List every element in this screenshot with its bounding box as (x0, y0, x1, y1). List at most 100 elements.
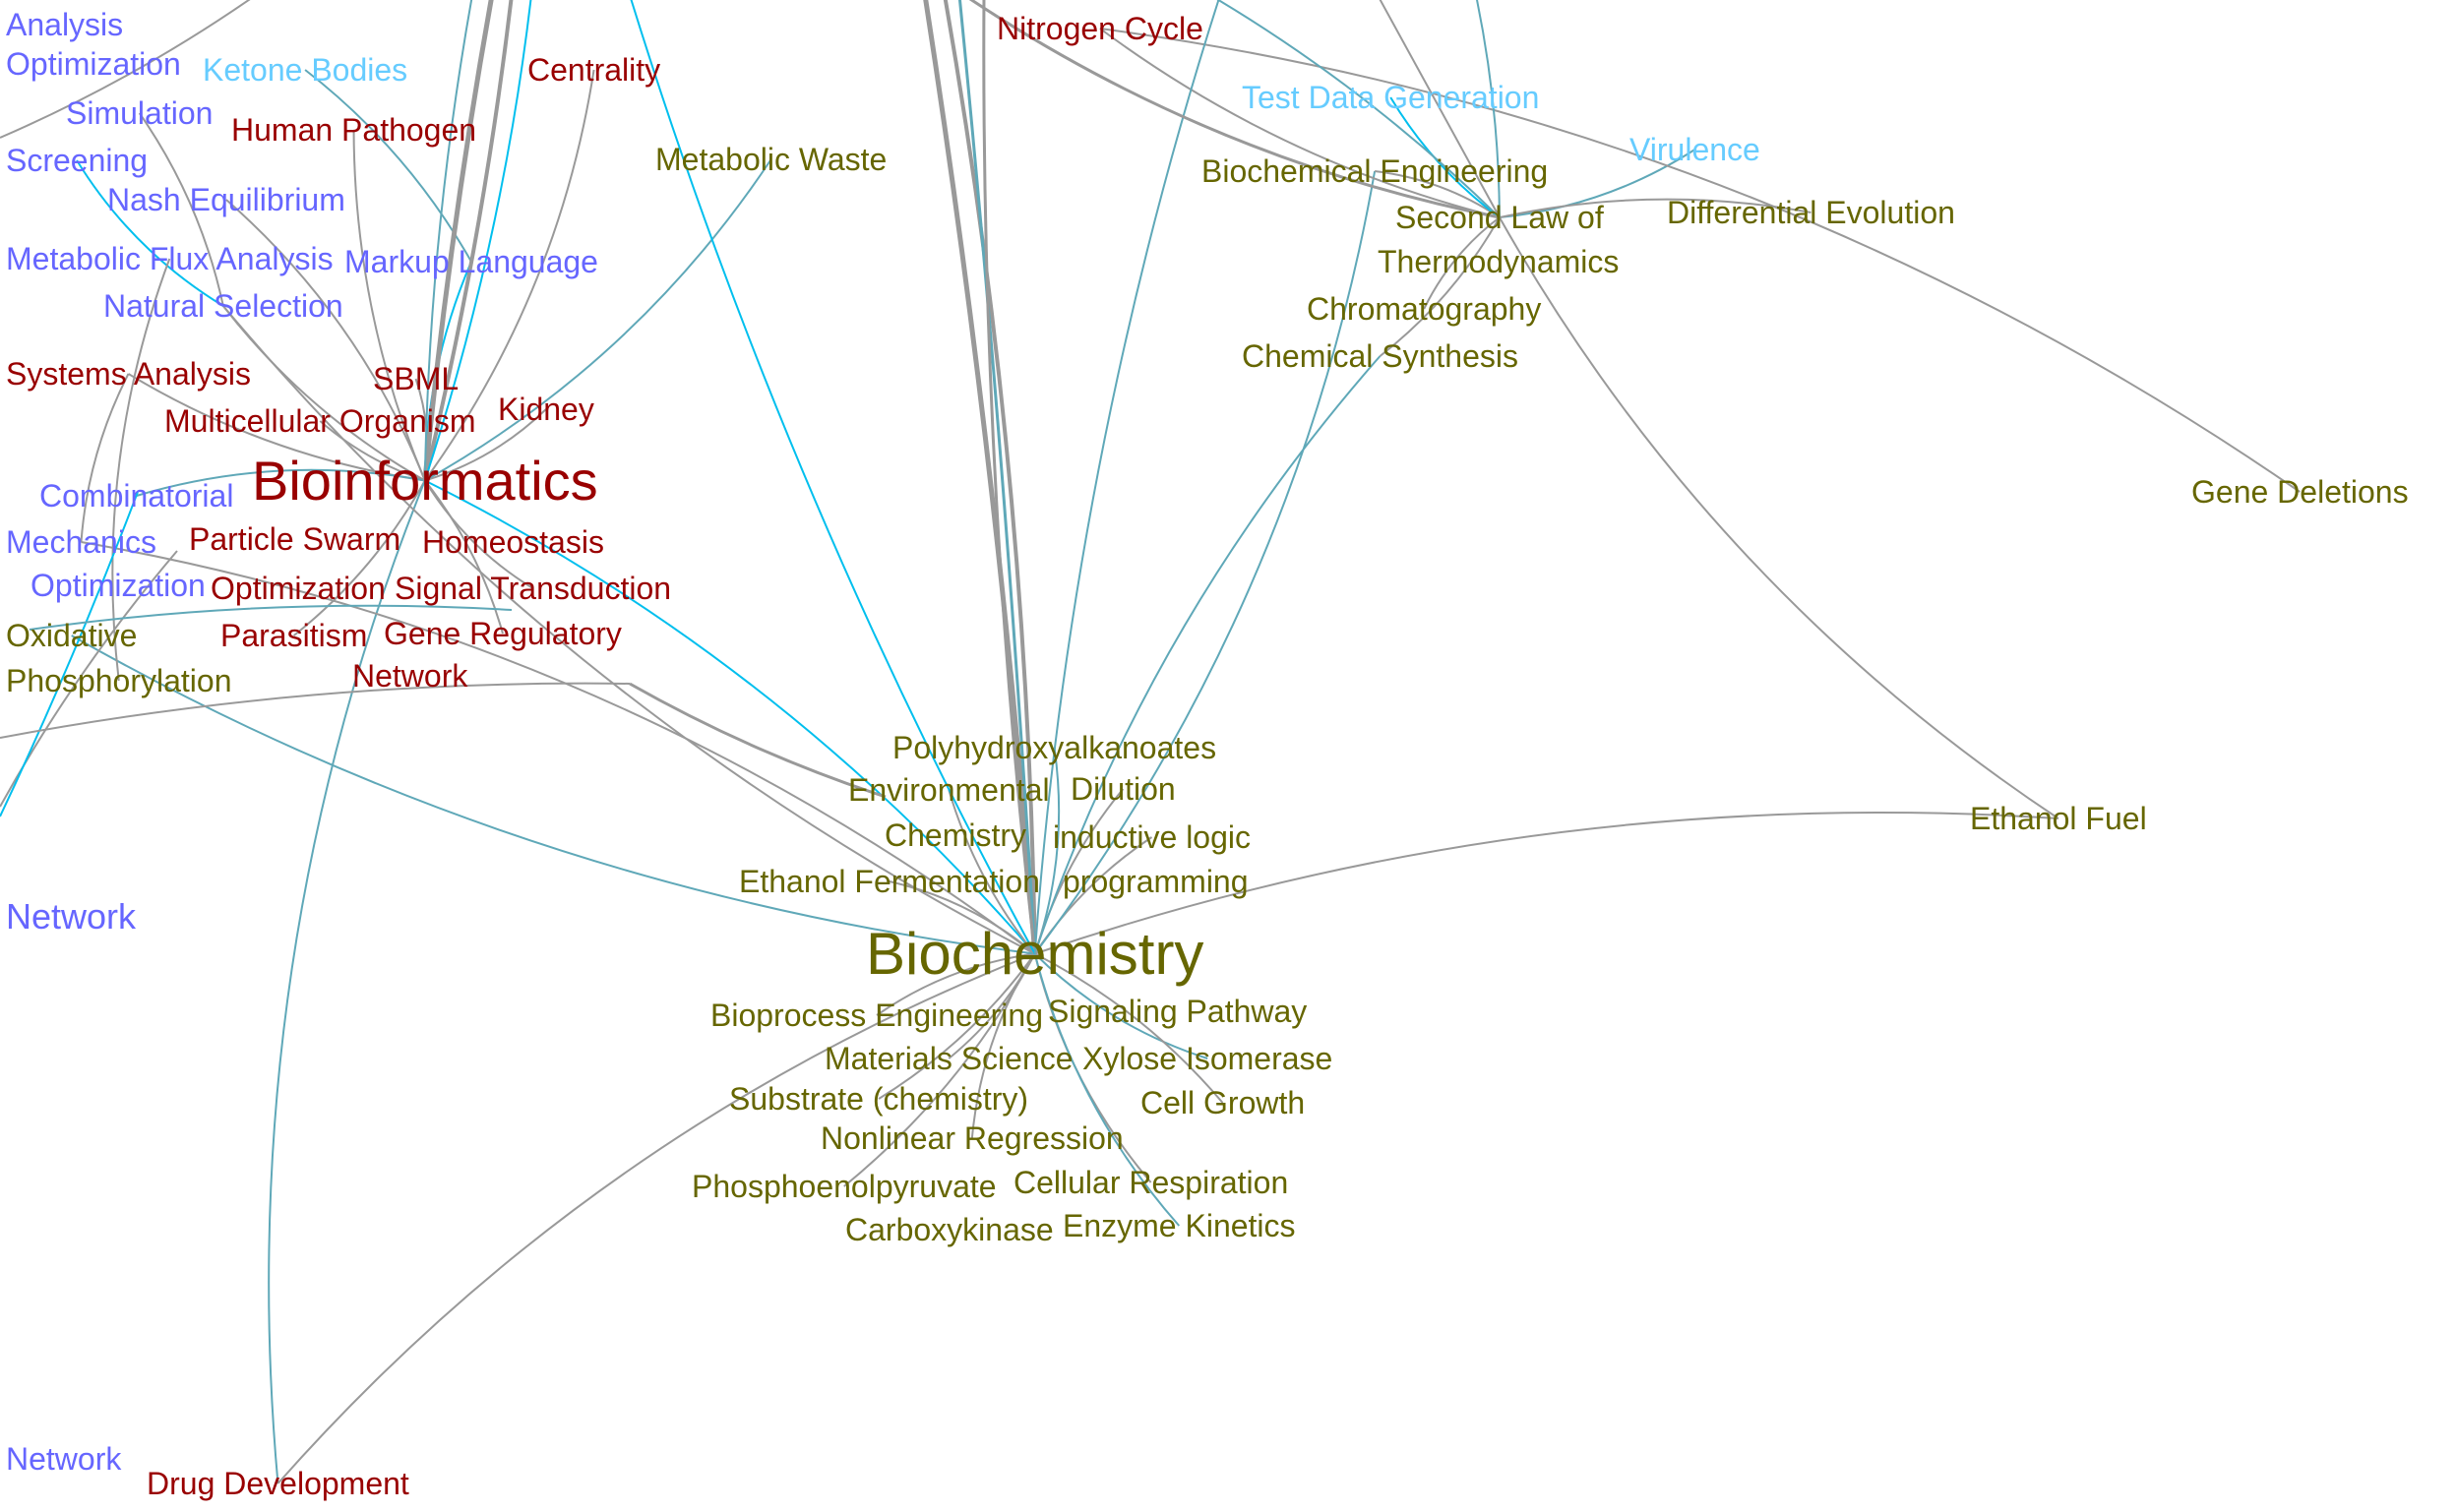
node-label[interactable]: Ethanol Fermentation (739, 864, 1040, 899)
node-label[interactable]: Dilution (1071, 771, 1176, 807)
node-label[interactable]: Xylose Isomerase (1082, 1041, 1332, 1076)
node-label[interactable]: Signal Transduction (395, 571, 671, 606)
node-label[interactable]: Multicellular Organism (164, 403, 476, 439)
node-label[interactable]: Markup Language (344, 244, 598, 279)
node-label[interactable]: Homeostasis (422, 524, 604, 560)
graph-edge (1034, 952, 1224, 1104)
node-label[interactable]: Metabolic Waste (655, 142, 887, 177)
graph-edge (423, 0, 532, 481)
graph-edge (76, 159, 224, 307)
graph-edge (629, 682, 887, 799)
node-label[interactable]: Phosphorylation (6, 663, 231, 698)
node-label[interactable]: Network (6, 896, 137, 937)
node-label[interactable]: Chemical Synthesis (1242, 338, 1518, 374)
graph-edge (876, 952, 1035, 1016)
node-label[interactable]: Chromatography (1307, 291, 1541, 327)
graph-edge (1389, 96, 1501, 218)
graph-edge (136, 468, 426, 497)
node-label[interactable]: Bioprocess Engineering (710, 998, 1043, 1033)
graph-edge (1379, 216, 1501, 357)
node-label[interactable]: Parasitism (220, 618, 367, 653)
graph-edge (424, 408, 547, 482)
node-label[interactable]: Differential Evolution (1667, 195, 1955, 230)
node-label[interactable]: Ethanol Fuel (1970, 801, 2147, 836)
graph-edge (138, 112, 224, 307)
node-label[interactable]: Oxidative (6, 618, 137, 653)
node-label[interactable]: Network (6, 1441, 122, 1477)
node-label[interactable]: Optimization (6, 46, 181, 82)
node-label[interactable]: Optimization (211, 571, 386, 606)
node-label[interactable]: Materials Science (825, 1041, 1074, 1076)
graph-edge (1423, 216, 1501, 310)
graph-edge (424, 69, 595, 482)
node-label[interactable]: Virulence (1629, 132, 1760, 167)
graph-edge (424, 479, 1036, 955)
node-label[interactable]: Cellular Respiration (1014, 1165, 1288, 1200)
node-label[interactable]: Kidney (498, 392, 594, 427)
node-label[interactable]: Gene Regulatory (384, 616, 622, 651)
node-label[interactable]: Human Pathogen (231, 112, 476, 148)
node-label[interactable]: Phosphoenolpyruvate (692, 1169, 997, 1204)
node-label[interactable]: Natural Selection (103, 288, 343, 324)
node-label[interactable]: Nonlinear Regression (821, 1120, 1124, 1156)
node-label[interactable]: Test Data Generation (1242, 80, 1539, 115)
node-label[interactable]: Analysis (6, 7, 123, 42)
graph-edge (422, 0, 494, 481)
graph-edge (878, 952, 1036, 1100)
node-label[interactable]: Second Law of (1395, 200, 1604, 235)
graph-edge (352, 129, 426, 481)
node-label[interactable]: Chemistry (885, 817, 1026, 853)
graph-edge (843, 953, 1036, 1187)
node-label[interactable]: Screening (6, 143, 148, 178)
graph-edge (948, 789, 1036, 955)
node-label[interactable]: Substrate (chemistry) (729, 1081, 1028, 1117)
node-label[interactable]: Systems Analysis (6, 356, 251, 392)
node-label[interactable]: Cell Growth (1140, 1085, 1305, 1120)
node-label[interactable]: Centrality (527, 52, 660, 88)
graph-edge (1033, 170, 1377, 955)
node-label[interactable]: Drug Development (147, 1466, 409, 1501)
node-label[interactable]: SBML (373, 361, 459, 396)
node-label[interactable]: Signaling Pathway (1048, 994, 1307, 1029)
node-label[interactable]: Combinatorial (39, 478, 233, 514)
graph-edge (111, 258, 171, 682)
graph-edge (424, 479, 504, 635)
node-label[interactable]: Bioinformatics (252, 450, 598, 512)
node-label[interactable]: Simulation (66, 95, 213, 131)
graph-edge (1034, 812, 2058, 955)
node-label[interactable]: Network (352, 658, 468, 694)
graph-edge (424, 158, 772, 482)
node-label[interactable]: Ketone Bodies (203, 52, 407, 88)
node-label[interactable]: Metabolic Flux Analysis (6, 241, 334, 276)
node-label[interactable]: Biochemistry (866, 921, 1203, 987)
node-label[interactable]: Mechanics (6, 524, 156, 560)
graph-edge (423, 479, 534, 589)
graph-edge (1033, 0, 1220, 954)
graph-edge (1499, 149, 1695, 218)
node-label[interactable]: programming (1063, 864, 1249, 899)
graph-edge (1099, 28, 2301, 493)
node-label[interactable]: Biochemical Engineering (1201, 153, 1548, 189)
graph-edge (0, 491, 139, 817)
edges-layer (0, 0, 2301, 1484)
graph-edge (127, 373, 425, 482)
node-label[interactable]: Nitrogen Cycle (997, 11, 1203, 46)
node-label[interactable]: Enzyme Kinetics (1063, 1208, 1296, 1243)
node-label[interactable]: inductive logic (1053, 819, 1251, 855)
node-label[interactable]: Optimization (31, 568, 206, 603)
node-label[interactable]: Particle Swarm (189, 521, 400, 557)
graph-edge (630, 0, 1036, 954)
node-label[interactable]: Nash Equilibrium (107, 182, 345, 217)
graph-edge (957, 0, 1037, 954)
node-label[interactable]: Carboxykinase (845, 1212, 1054, 1247)
graph-edge (0, 0, 251, 139)
graph-edge (80, 373, 130, 543)
node-label[interactable]: Environmental (848, 772, 1050, 808)
node-label[interactable]: Polyhydroxyalkanoates (892, 730, 1216, 765)
graph-edge (923, 0, 1038, 954)
graph-edge (1475, 0, 1501, 218)
node-label[interactable]: Thermodynamics (1378, 244, 1619, 279)
graph-edge (422, 0, 514, 481)
labels-layer: Nitrogen Cycle Centrality Human Pathogen SB… (6, 7, 2409, 1501)
node-label[interactable]: Gene Deletions (2191, 474, 2409, 510)
